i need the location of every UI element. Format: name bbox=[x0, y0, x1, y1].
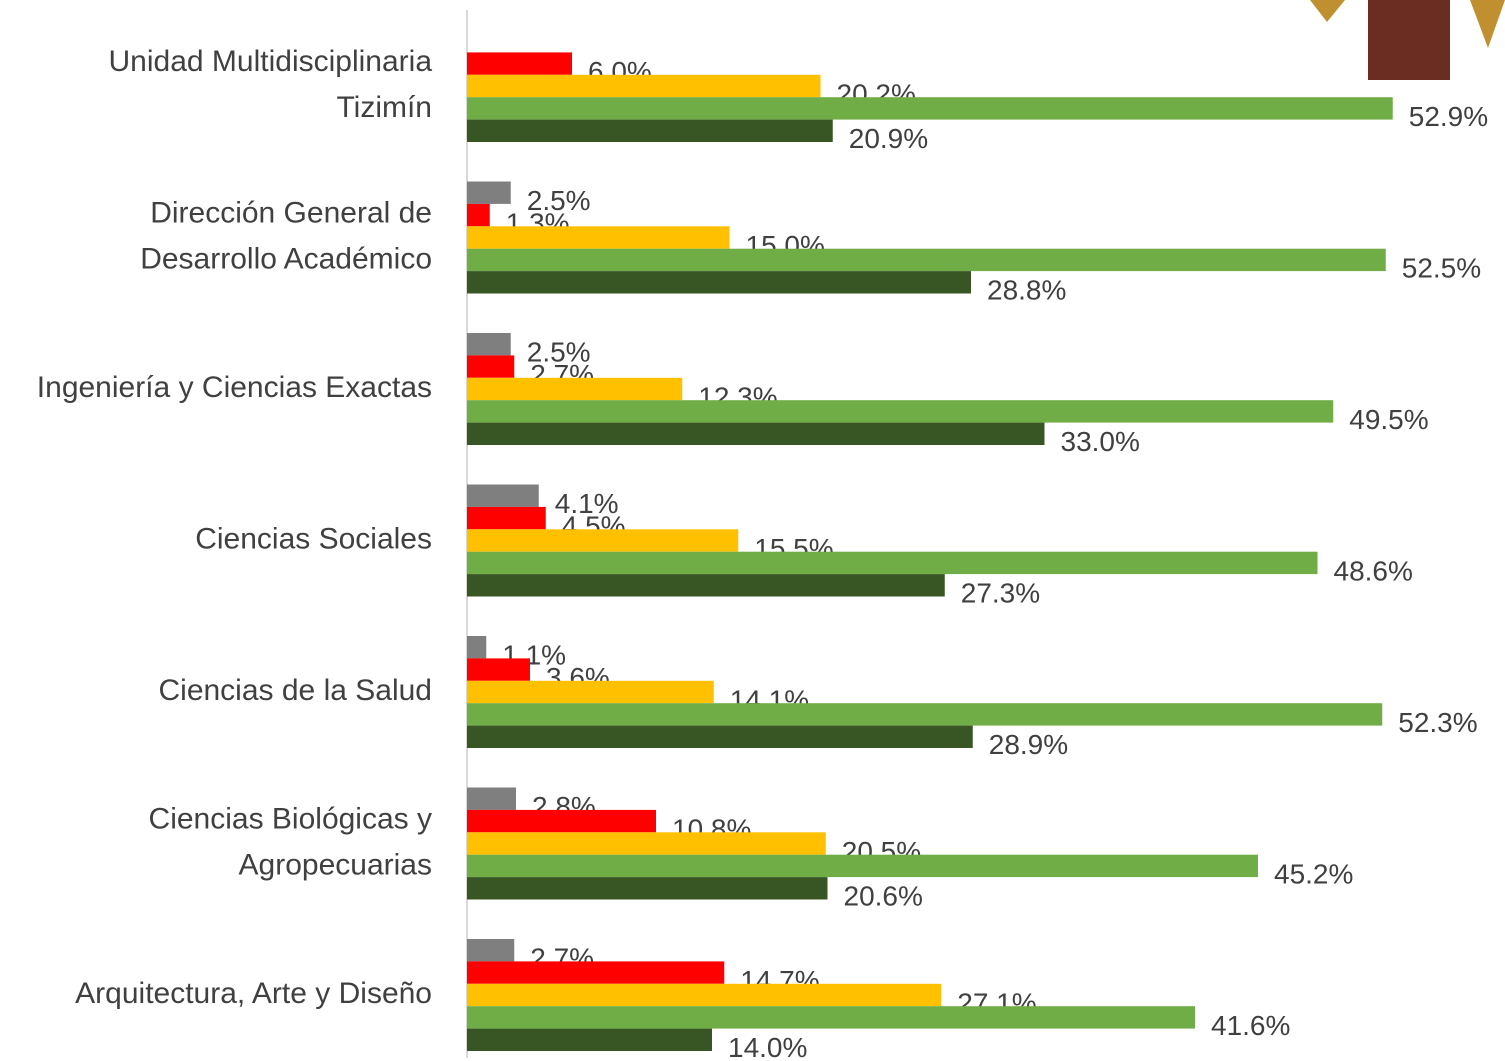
logo bbox=[1310, 0, 1505, 80]
bar bbox=[467, 809, 656, 833]
bar bbox=[467, 422, 1045, 445]
bar bbox=[467, 854, 1258, 878]
bar bbox=[467, 271, 971, 294]
y-tick-label: Ingeniería y Ciencias Exactas bbox=[37, 371, 432, 404]
bar bbox=[467, 484, 539, 507]
data-label: 28.9% bbox=[989, 729, 1068, 760]
data-label: 52.5% bbox=[1402, 252, 1481, 283]
bar bbox=[467, 1006, 1195, 1029]
bar bbox=[467, 574, 945, 597]
bar bbox=[467, 680, 714, 704]
bar bbox=[467, 939, 515, 962]
bar bbox=[467, 725, 973, 748]
bar bbox=[467, 703, 1383, 726]
bar bbox=[467, 355, 515, 378]
data-label: 52.9% bbox=[1409, 101, 1488, 132]
bar bbox=[467, 74, 821, 98]
bar bbox=[467, 506, 546, 530]
y-tick-label: Unidad Multidisciplinaria Tizimín bbox=[109, 45, 433, 124]
data-label: 4.1% bbox=[555, 488, 619, 519]
bar bbox=[467, 877, 828, 900]
bar bbox=[467, 983, 942, 1007]
bar bbox=[467, 1028, 712, 1051]
bar bbox=[467, 248, 1386, 272]
data-label: 2.5% bbox=[527, 337, 591, 368]
data-label: 45.2% bbox=[1274, 858, 1353, 889]
data-label: 49.5% bbox=[1349, 404, 1428, 435]
bar bbox=[467, 119, 833, 142]
data-label: 48.6% bbox=[1334, 555, 1413, 586]
data-label: 2.5% bbox=[527, 185, 591, 216]
y-tick-label: Dirección General de Desarrollo Académico bbox=[140, 196, 432, 275]
bar bbox=[467, 400, 1334, 423]
bar bbox=[467, 636, 487, 659]
bar bbox=[467, 226, 730, 249]
y-tick-label: Ciencias de la Salud bbox=[158, 674, 432, 707]
bar bbox=[467, 203, 490, 227]
y-tick-label: Arquitectura, Arte y Diseño bbox=[75, 977, 432, 1010]
data-label: 20.9% bbox=[849, 123, 928, 154]
data-label: 41.6% bbox=[1211, 1010, 1290, 1041]
bar bbox=[467, 52, 572, 75]
y-tick-label: Ciencias Sociales bbox=[195, 522, 432, 555]
bar bbox=[467, 529, 739, 552]
bar bbox=[467, 832, 826, 855]
bar bbox=[467, 333, 511, 356]
bar bbox=[467, 97, 1393, 120]
bar bbox=[467, 551, 1318, 575]
data-label: 20.6% bbox=[844, 881, 923, 912]
data-label: 28.8% bbox=[987, 275, 1066, 306]
data-label: 33.0% bbox=[1061, 426, 1140, 457]
y-tick-label: Ciencias Biológicas y Agropecuarias bbox=[149, 802, 432, 881]
bar bbox=[467, 181, 511, 204]
data-label: 52.3% bbox=[1398, 707, 1477, 738]
bar bbox=[467, 961, 725, 984]
bar bbox=[467, 787, 516, 810]
data-label: 14.0% bbox=[728, 1032, 807, 1061]
data-label: 27.3% bbox=[961, 578, 1040, 609]
bar bbox=[467, 658, 530, 681]
bar bbox=[467, 377, 683, 401]
